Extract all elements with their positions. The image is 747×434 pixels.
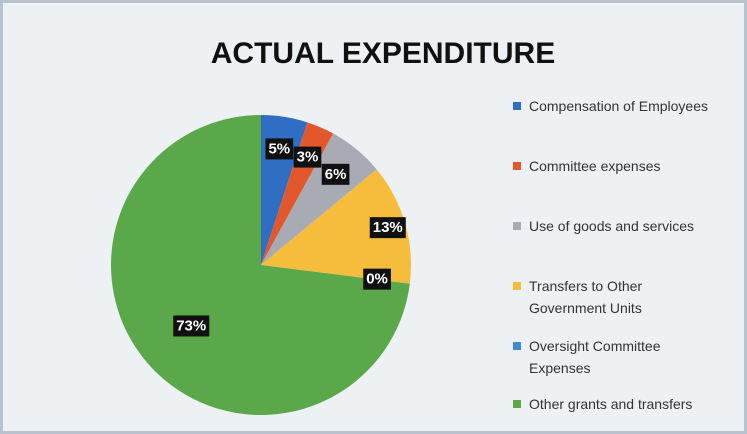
legend-item: Committee expenses xyxy=(513,155,721,177)
legend-item: Oversight Committee Expenses xyxy=(513,335,721,379)
legend-swatch xyxy=(513,162,521,170)
legend-item: Other grants and transfers xyxy=(513,393,721,415)
data-label-box xyxy=(293,146,322,168)
data-label: 3% xyxy=(293,146,322,168)
data-label: 5% xyxy=(265,138,294,160)
legend-label: Compensation of Employees xyxy=(529,98,708,114)
legend-swatch xyxy=(513,342,521,350)
data-label: 73% xyxy=(173,315,210,337)
legend-label: Use of goods and services xyxy=(529,218,694,234)
data-label-box xyxy=(369,217,406,239)
chart-title: ACTUAL EXPENDITURE xyxy=(211,37,555,70)
legend-swatch xyxy=(513,102,521,110)
chart: ACTUAL EXPENDITURE 5% 3% 6% 13% 0% 73% xyxy=(111,37,555,416)
data-label-box xyxy=(173,315,210,337)
data-label-text: 3% xyxy=(297,149,319,166)
legend-swatch xyxy=(513,400,521,408)
legend-label: Transfers to Other Government Units xyxy=(529,278,643,316)
data-label-box xyxy=(363,268,391,290)
pie-slice xyxy=(261,169,412,284)
data-label-text: 0% xyxy=(366,271,388,288)
data-label-text: 13% xyxy=(373,219,403,236)
data-label-box xyxy=(321,163,350,185)
legend-label: Oversight Committee Expenses xyxy=(529,338,661,376)
legend-label: Committee expenses xyxy=(529,158,661,174)
legend-swatch xyxy=(513,282,521,290)
data-label-text: 5% xyxy=(268,140,290,157)
legend-swatch xyxy=(513,222,521,230)
legend-item: Transfers to Other Government Units xyxy=(513,275,721,319)
legend-item: Use of goods and services xyxy=(513,215,721,237)
pie-slice xyxy=(111,115,410,416)
data-label: 0% xyxy=(363,268,391,290)
legend-item: Compensation of Employees xyxy=(513,95,721,117)
data-label: 6% xyxy=(321,163,350,185)
data-label: 13% xyxy=(369,217,406,239)
legend-label: Other grants and transfers xyxy=(529,396,693,412)
data-label-text: 73% xyxy=(176,317,206,334)
data-label-text: 6% xyxy=(325,166,347,183)
data-label-box xyxy=(265,138,294,160)
